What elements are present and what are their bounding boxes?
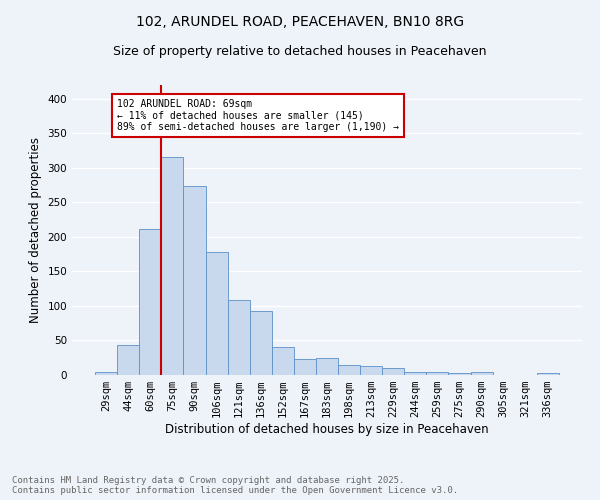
Bar	[117, 344, 139, 375]
Bar	[95, 372, 117, 375]
Bar	[227, 300, 250, 375]
Bar	[427, 372, 448, 375]
Text: 102, ARUNDEL ROAD, PEACEHAVEN, BN10 8RG: 102, ARUNDEL ROAD, PEACEHAVEN, BN10 8RG	[136, 15, 464, 29]
Bar	[250, 311, 272, 375]
Bar	[161, 158, 184, 375]
Bar	[382, 368, 404, 375]
Bar	[316, 358, 338, 375]
Bar	[404, 372, 427, 375]
Bar	[294, 359, 316, 375]
Bar	[272, 348, 294, 375]
Bar	[360, 366, 382, 375]
Y-axis label: Number of detached properties: Number of detached properties	[29, 137, 42, 323]
X-axis label: Distribution of detached houses by size in Peacehaven: Distribution of detached houses by size …	[165, 423, 489, 436]
Bar	[184, 186, 206, 375]
Bar	[206, 252, 227, 375]
Bar	[338, 366, 360, 375]
Text: Contains HM Land Registry data © Crown copyright and database right 2025.
Contai: Contains HM Land Registry data © Crown c…	[12, 476, 458, 495]
Text: Size of property relative to detached houses in Peacehaven: Size of property relative to detached ho…	[113, 45, 487, 58]
Bar	[448, 373, 470, 375]
Bar	[139, 230, 161, 375]
Bar	[470, 372, 493, 375]
Text: 102 ARUNDEL ROAD: 69sqm
← 11% of detached houses are smaller (145)
89% of semi-d: 102 ARUNDEL ROAD: 69sqm ← 11% of detache…	[117, 99, 399, 132]
Bar	[537, 373, 559, 375]
